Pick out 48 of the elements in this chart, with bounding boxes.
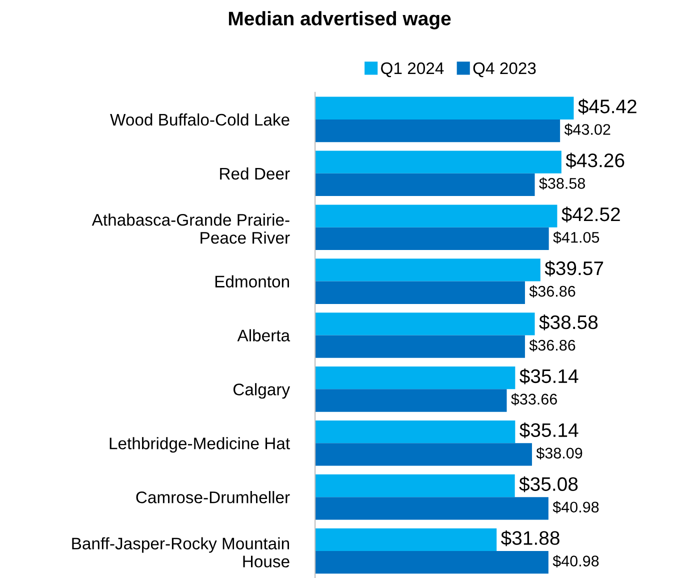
data-label: $41.05 (553, 231, 600, 244)
y-tick-label: Alberta (237, 329, 290, 342)
data-label: $42.52 (562, 206, 620, 222)
y-tick-label: Athabasca-Grande Prairie- Peace River (92, 214, 290, 244)
data-label: $40.98 (552, 501, 599, 514)
bar (315, 96, 574, 120)
data-label: $38.58 (539, 314, 598, 330)
bar (315, 551, 548, 574)
bar (315, 335, 525, 358)
chart-title: Median advertised wage (228, 11, 451, 30)
data-label: $35.14 (520, 422, 578, 438)
data-label: $31.88 (500, 530, 560, 546)
legend-label: Q4 2023 (473, 62, 536, 78)
y-tick-label: Wood Buffalo-Cold Lake (110, 113, 290, 126)
data-label: $39.57 (544, 260, 604, 276)
data-label: $43.02 (564, 123, 610, 136)
bar (315, 312, 535, 336)
bar (315, 389, 507, 412)
data-label: $38.58 (539, 177, 585, 190)
data-label: $43.26 (566, 152, 624, 168)
data-label: $45.42 (578, 98, 636, 114)
bar (315, 204, 558, 228)
bar (315, 366, 516, 390)
bar (315, 443, 532, 466)
legend-label: Q1 2024 (381, 62, 444, 78)
data-label: $40.98 (552, 554, 599, 568)
y-tick-label: Calgary (233, 383, 290, 399)
data-label: $38.09 (536, 447, 582, 460)
bar (315, 227, 549, 250)
bar (315, 119, 560, 142)
bar (315, 474, 515, 498)
y-tick-label: Camrose-Drumheller (136, 491, 290, 504)
bar (315, 281, 525, 304)
bar (315, 173, 535, 196)
data-label: $35.14 (520, 368, 578, 384)
data-label: $36.86 (529, 339, 576, 352)
bar (315, 528, 497, 552)
data-label: $35.08 (519, 476, 578, 492)
y-tick-label: Red Deer (220, 167, 290, 180)
bar (315, 497, 548, 520)
y-tick-label: Banff-Jasper-Rocky Mountain House (72, 537, 290, 568)
bar (315, 258, 540, 282)
bar (315, 420, 516, 444)
data-label: $33.66 (511, 393, 557, 406)
y-tick-label: Edmonton (215, 275, 289, 288)
y-tick-label: Lethbridge-Medicine Hat (110, 437, 290, 453)
data-label: $36.86 (529, 285, 576, 298)
bar (315, 150, 562, 174)
